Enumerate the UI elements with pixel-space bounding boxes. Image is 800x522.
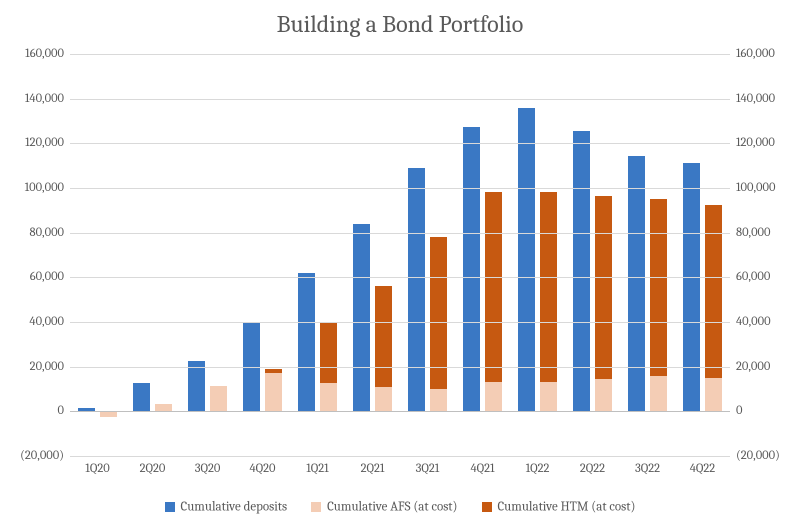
bar-htm	[375, 286, 392, 387]
chart-title: Building a Bond Portfolio	[0, 10, 800, 38]
bar-afs	[320, 383, 337, 411]
gridline	[70, 277, 730, 278]
x-tick: 3Q22	[635, 456, 660, 476]
legend-label: Cumulative deposits	[181, 499, 288, 514]
legend-item: Cumulative AFS (at cost)	[311, 499, 457, 514]
bar-deposits	[683, 163, 700, 411]
legend-label: Cumulative HTM (at cost)	[498, 499, 636, 514]
bar-htm	[705, 205, 722, 378]
bar-deposits	[463, 127, 480, 412]
y-tick-right: 100,000	[730, 182, 775, 195]
x-tick: 2Q22	[580, 456, 605, 476]
bar-group: 1Q20	[70, 54, 125, 456]
bar-htm	[650, 199, 667, 375]
y-tick-right: (20,000)	[730, 450, 780, 463]
bar-afs	[210, 386, 227, 412]
y-tick-right: 20,000	[730, 360, 770, 373]
legend-swatch	[482, 502, 492, 512]
y-tick-right: 40,000	[730, 316, 771, 329]
x-tick: 1Q20	[85, 456, 109, 476]
legend-item: Cumulative deposits	[165, 499, 288, 514]
bar-group: 2Q21	[345, 54, 400, 456]
y-tick-left: 120,000	[25, 137, 70, 150]
y-tick-right: 0	[730, 405, 742, 418]
x-tick: 4Q21	[470, 456, 494, 476]
bar-deposits	[408, 168, 425, 411]
bar-afs	[265, 373, 282, 411]
x-tick: 2Q21	[361, 456, 385, 476]
gridline	[70, 367, 730, 368]
gridline	[70, 188, 730, 189]
legend-swatch	[311, 502, 321, 512]
bar-afs	[705, 378, 722, 411]
y-tick-left: 60,000	[30, 271, 70, 284]
bar-afs	[595, 379, 612, 411]
y-tick-left: 80,000	[30, 226, 70, 239]
gridline	[70, 322, 730, 323]
bar-deposits	[628, 156, 645, 412]
bar-htm	[540, 192, 557, 382]
bars-container: 1Q202Q203Q204Q201Q212Q213Q214Q211Q222Q22…	[70, 54, 730, 456]
bar-afs	[430, 389, 447, 411]
gridline	[70, 99, 730, 100]
gridline	[70, 411, 730, 412]
bar-deposits	[353, 224, 370, 412]
bar-group: 4Q20	[235, 54, 290, 456]
bar-deposits	[573, 131, 590, 411]
y-tick-left: 20,000	[30, 360, 70, 373]
x-tick: 4Q22	[690, 456, 715, 476]
bar-deposits	[298, 273, 315, 411]
bar-group: 1Q22	[510, 54, 565, 456]
legend-label: Cumulative AFS (at cost)	[327, 499, 457, 514]
legend: Cumulative deposits Cumulative AFS (at co…	[0, 499, 800, 514]
y-tick-left: (20,000)	[20, 450, 70, 463]
bar-htm	[595, 196, 612, 379]
y-tick-right: 60,000	[730, 271, 770, 284]
y-tick-left: 100,000	[25, 182, 70, 195]
gridline	[70, 143, 730, 144]
bar-deposits	[188, 361, 205, 411]
bar-afs	[375, 387, 392, 412]
bar-group: 3Q21	[400, 54, 455, 456]
bar-group: 2Q20	[125, 54, 180, 456]
bar-htm	[320, 323, 337, 383]
bar-deposits	[133, 383, 150, 411]
x-tick: 2Q20	[140, 456, 166, 476]
y-tick-left: 160,000	[25, 48, 70, 61]
bar-htm	[265, 369, 282, 373]
gridline	[70, 54, 730, 55]
legend-swatch	[165, 502, 175, 512]
bar-htm	[485, 192, 502, 382]
bar-afs	[540, 382, 557, 411]
x-tick: 4Q20	[249, 456, 275, 476]
legend-item: Cumulative HTM (at cost)	[482, 499, 636, 514]
bar-group: 4Q21	[455, 54, 510, 456]
y-tick-right: 140,000	[730, 92, 775, 105]
bar-group: 1Q21	[290, 54, 345, 456]
x-tick: 1Q22	[526, 456, 550, 476]
bar-group: 2Q22	[565, 54, 620, 456]
y-tick-left: 0	[58, 405, 70, 418]
bar-afs	[155, 404, 172, 412]
y-tick-right: 160,000	[730, 48, 775, 61]
bar-group: 3Q20	[180, 54, 235, 456]
x-tick: 3Q20	[195, 456, 221, 476]
bar-afs	[650, 376, 667, 412]
bar-group: 3Q22	[620, 54, 675, 456]
y-tick-right: 120,000	[730, 137, 775, 150]
gridline	[70, 456, 730, 457]
plot-area: 1Q202Q203Q204Q201Q212Q213Q214Q211Q222Q22…	[70, 54, 730, 456]
x-tick: 1Q21	[306, 456, 328, 476]
bar-afs	[485, 382, 502, 411]
gridline	[70, 233, 730, 234]
x-tick: 3Q21	[416, 456, 440, 476]
y-tick-left: 40,000	[29, 316, 70, 329]
y-tick-right: 80,000	[730, 226, 770, 239]
y-tick-left: 140,000	[25, 92, 70, 105]
bar-group: 4Q22	[675, 54, 730, 456]
